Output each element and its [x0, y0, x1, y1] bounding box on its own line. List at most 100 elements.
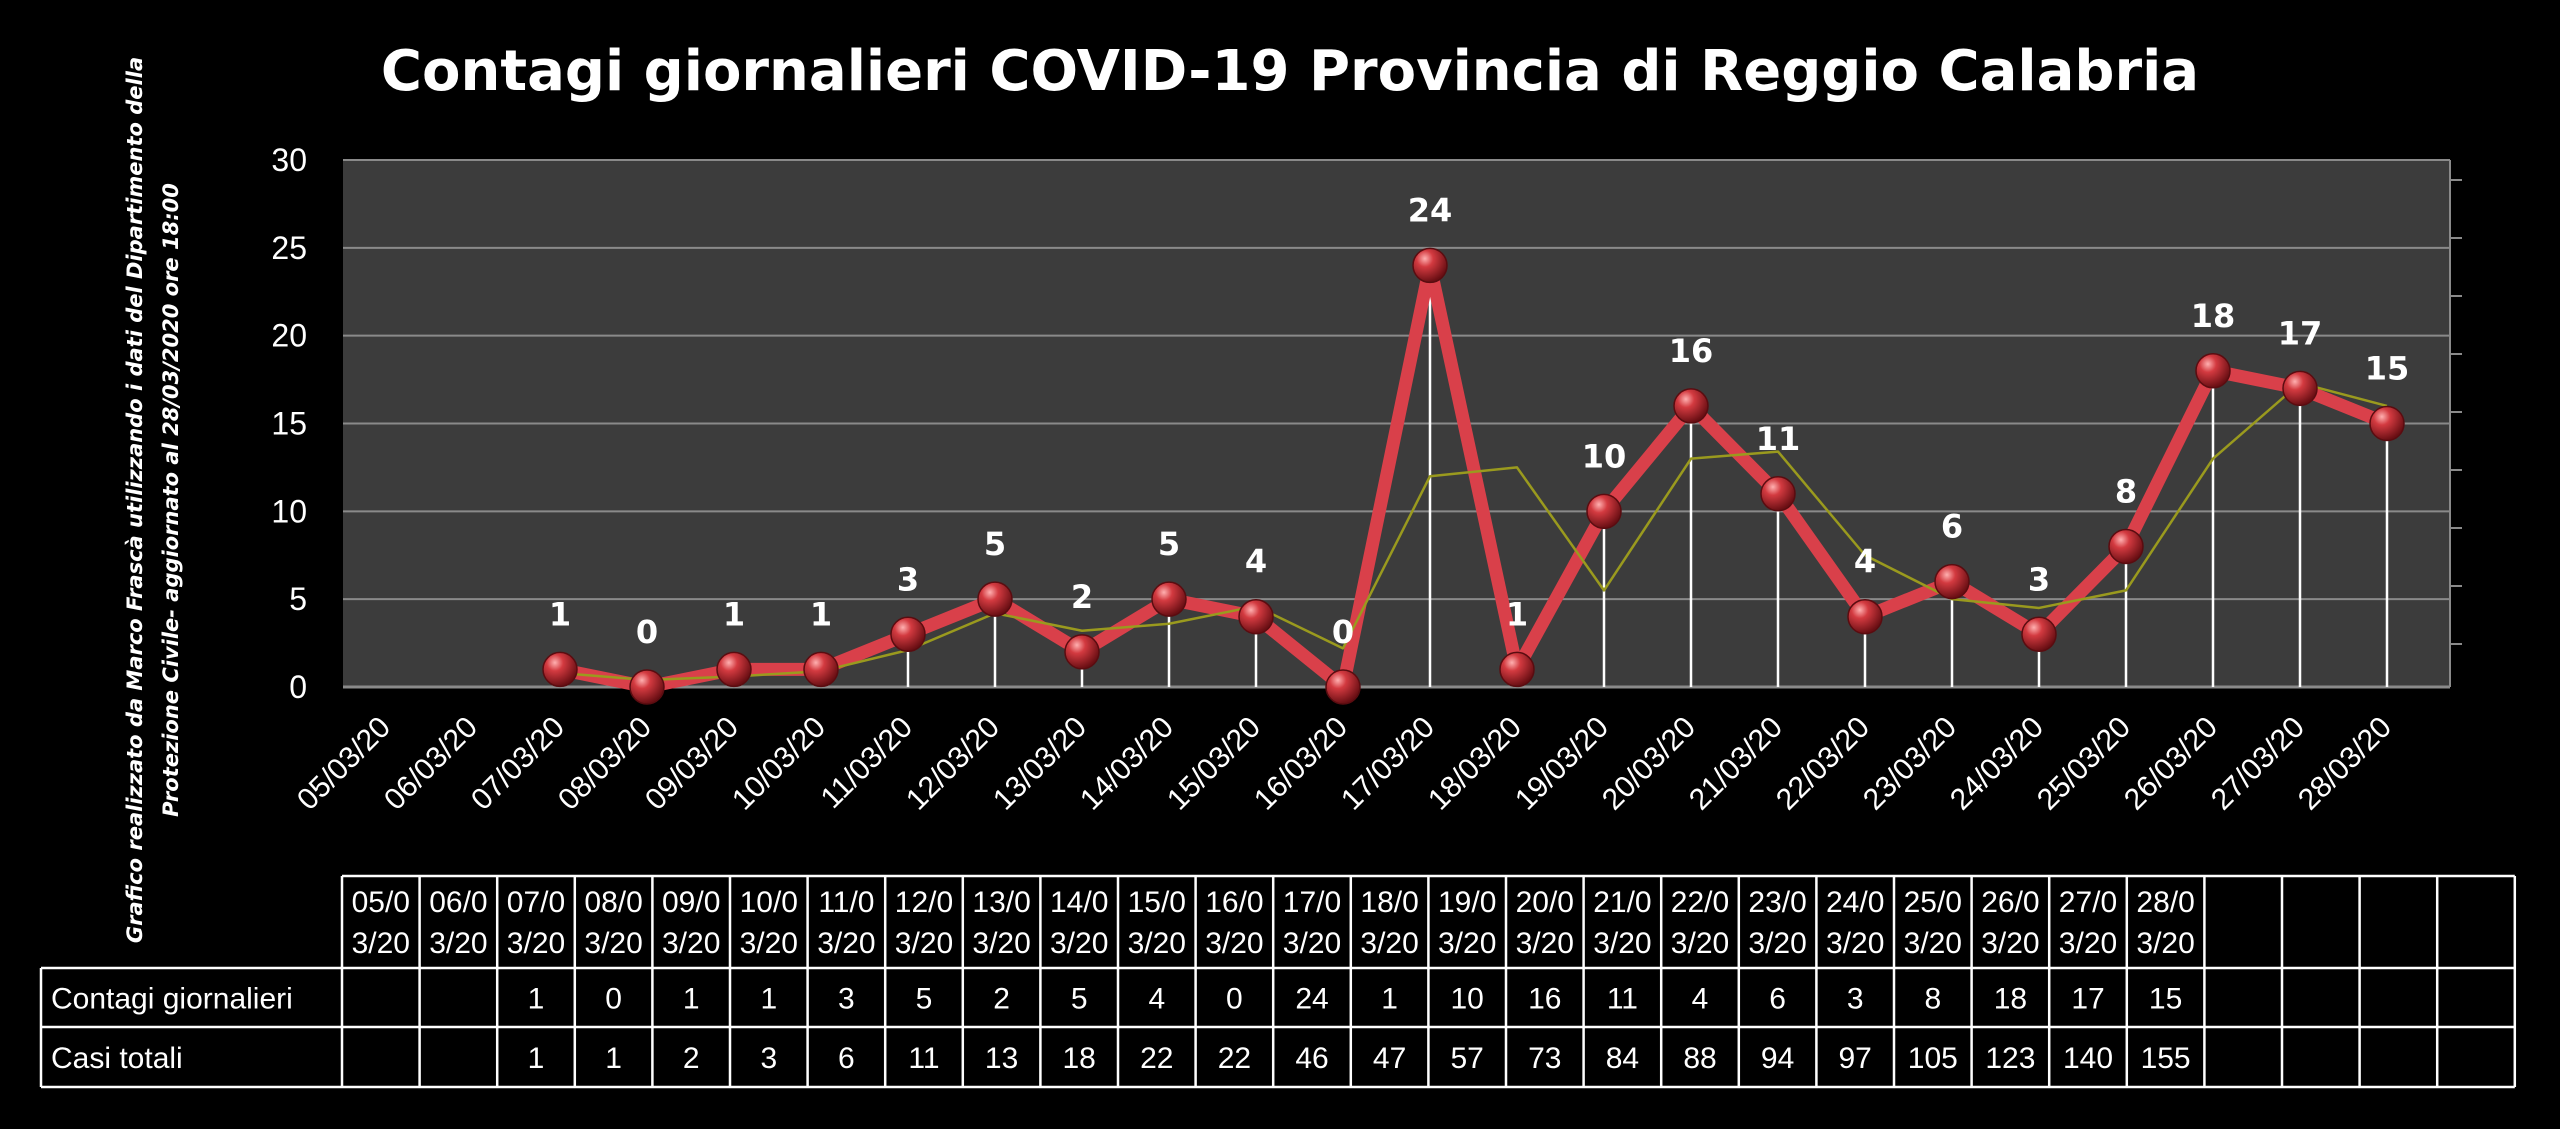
table-cell: 2	[683, 1042, 700, 1075]
table-cell: 46	[1295, 1042, 1328, 1075]
table-header-cell: 3/20	[895, 927, 953, 960]
data-point	[1412, 247, 1448, 284]
table-row-label: Contagi giornalieri	[51, 983, 293, 1016]
table-cell: 18	[1063, 1042, 1096, 1075]
y-tick-label: 5	[289, 581, 307, 617]
x-tick-label: 08/03/20	[552, 711, 658, 817]
data-label: 8	[2115, 472, 2137, 510]
y-tick-label: 20	[271, 318, 307, 354]
data-label: 1	[810, 595, 832, 633]
data-point	[803, 651, 839, 688]
table-cell: 123	[1985, 1042, 2035, 1075]
data-point	[542, 651, 578, 688]
table-header-cell: 24/0	[1826, 886, 1884, 919]
x-tick-label: 11/03/20	[815, 711, 919, 815]
series-line-trend	[559, 381, 2388, 682]
table-cell: 22	[1140, 1042, 1173, 1075]
table-cell: 105	[1908, 1042, 1958, 1075]
table-cell: 10	[1451, 983, 1484, 1016]
data-label: 18	[2191, 297, 2236, 335]
table-header-cell: 3/20	[2136, 927, 2194, 960]
table-cell: 5	[916, 983, 933, 1016]
data-label: 3	[897, 560, 919, 598]
table-header-cell: 3/20	[662, 927, 720, 960]
x-tick-label: 25/03/20	[2031, 711, 2137, 817]
table-header-cell: 3/20	[1904, 927, 1962, 960]
table-cell: 1	[683, 983, 700, 1016]
data-point	[1325, 669, 1361, 705]
table-header-cell: 15/0	[1128, 886, 1186, 919]
table-header-cell: 19/0	[1438, 886, 1496, 919]
table-header-cell: 18/0	[1360, 886, 1418, 919]
data-label: 5	[1158, 525, 1180, 563]
data-point	[2021, 616, 2057, 653]
table-header-cell: 06/0	[429, 886, 487, 919]
x-tick-label: 24/03/20	[1944, 711, 2050, 817]
side-note-line-1: Grafico realizzato da Marco Frascà utili…	[123, 57, 147, 943]
table-header-cell: 20/0	[1516, 886, 1574, 919]
table-header-cell: 14/0	[1050, 886, 1108, 919]
data-point	[1673, 388, 1709, 424]
data-label: 1	[1506, 595, 1528, 633]
table-header-cell: 13/0	[972, 886, 1030, 919]
data-point	[1934, 563, 1970, 600]
table-header-cell: 23/0	[1748, 886, 1806, 919]
table-header-cell: 26/0	[1981, 886, 2039, 919]
data-label: 6	[1941, 508, 1963, 546]
table-cell: 11	[1607, 983, 1638, 1016]
table-header-cell: 25/0	[1904, 886, 1962, 919]
data-label: 16	[1669, 332, 1714, 370]
x-tick-label: 22/03/20	[1770, 711, 1876, 817]
table-cell: 94	[1761, 1042, 1794, 1075]
table-cell: 140	[2063, 1042, 2113, 1075]
table-cell: 3	[1847, 983, 1864, 1016]
x-tick-label: 15/03/20	[1161, 711, 1267, 817]
table-header-cell: 3/20	[1205, 927, 1263, 960]
table-header-cell: 05/0	[352, 886, 410, 919]
table-header-cell: 27/0	[2059, 886, 2117, 919]
table-header-cell: 07/0	[507, 886, 565, 919]
table-cell: 1	[1381, 983, 1398, 1016]
table-header-cell: 3/20	[1748, 927, 1806, 960]
y-tick-label: 25	[271, 230, 307, 266]
table-cell: 8	[1924, 983, 1941, 1016]
table-cell: 11	[908, 1042, 939, 1075]
table-header-cell: 3/20	[1826, 927, 1884, 960]
data-point	[2282, 370, 2318, 407]
data-table: 05/0 3/20 06/0 3/20 07/0 3/20 08/0 3/20 09/0 3/20…	[39, 874, 2517, 1089]
x-tick-label: 21/03/20	[1683, 711, 1789, 817]
data-point	[2369, 405, 2405, 442]
table-cell: 0	[1226, 983, 1243, 1016]
y-tick-label: 15	[271, 406, 307, 442]
table-cell: 57	[1451, 1042, 1484, 1075]
table-cell: 5	[1071, 983, 1088, 1016]
data-point	[1151, 581, 1187, 617]
table-cell: 47	[1373, 1042, 1406, 1075]
table-header-cell: 08/0	[584, 886, 642, 919]
table-header-cell: 3/20	[1593, 927, 1651, 960]
data-point	[2108, 528, 2144, 565]
y-axis: 0 5 10 15 20 25 30	[271, 142, 307, 705]
table-cell: 17	[2071, 983, 2104, 1016]
table-header-cell: 21/0	[1593, 886, 1651, 919]
data-label: 10	[1582, 437, 1627, 475]
table-cell: 24	[1295, 983, 1328, 1016]
x-tick-label: 07/03/20	[465, 711, 571, 817]
table-cell: 97	[1839, 1042, 1872, 1075]
data-point	[977, 581, 1013, 617]
side-note-line-2: Protezione Civile- aggiornato al 28/03/2…	[159, 183, 183, 817]
table-header-cell: 3/20	[1050, 927, 1108, 960]
data-label: 1	[723, 595, 745, 633]
data-label: 1	[549, 595, 571, 633]
table-cell: 15	[2149, 983, 2182, 1016]
x-tick-label: 28/03/20	[2292, 711, 2398, 817]
y-tick-label: 0	[289, 669, 307, 705]
table-cell: 1	[528, 983, 545, 1016]
data-label: 15	[2365, 350, 2410, 388]
table-cell: 22	[1218, 1042, 1251, 1075]
table-cell: 1	[528, 1042, 545, 1075]
y-tick-label: 30	[271, 142, 307, 178]
data-point	[629, 669, 665, 705]
